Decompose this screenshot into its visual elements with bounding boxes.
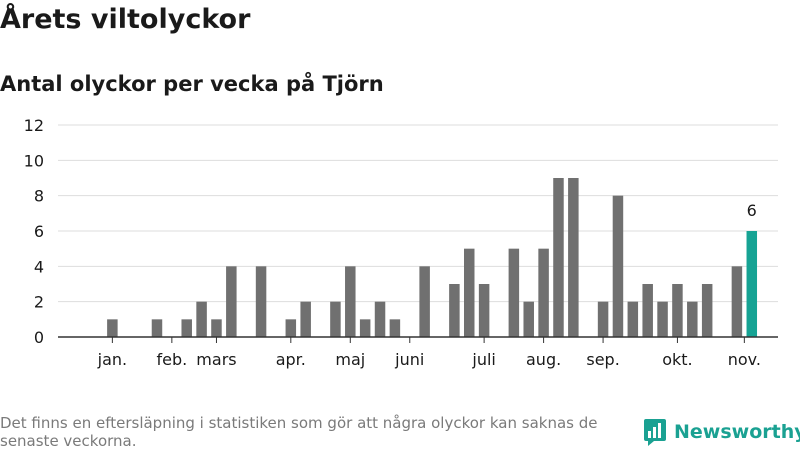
bar bbox=[687, 301, 698, 337]
bar bbox=[642, 284, 653, 337]
x-tick-label: nov. bbox=[728, 350, 761, 369]
x-tick-label: apr. bbox=[276, 350, 306, 369]
bar bbox=[359, 319, 371, 337]
bar bbox=[330, 301, 341, 337]
bar bbox=[657, 301, 668, 337]
bar bbox=[255, 266, 267, 337]
bar bbox=[672, 284, 683, 337]
x-tick-label: aug. bbox=[526, 350, 561, 369]
bar bbox=[508, 248, 520, 337]
bar bbox=[568, 178, 579, 337]
bar bbox=[701, 284, 713, 337]
x-tick-label: juli bbox=[471, 350, 495, 369]
bar bbox=[226, 266, 237, 337]
bar bbox=[731, 266, 743, 337]
x-tick-label: okt. bbox=[662, 350, 692, 369]
bar bbox=[597, 301, 609, 337]
brand-logo[interactable]: Newsworthy bbox=[643, 418, 800, 446]
data-label: 6 bbox=[747, 201, 757, 220]
bar bbox=[746, 231, 758, 337]
y-tick-label: 2 bbox=[34, 293, 44, 312]
bar-chart: 0 2 4 6 8 10 12 6 jan. feb. mars apr. maj juni juli aug… bbox=[24, 116, 778, 369]
y-tick-label: 10 bbox=[24, 151, 44, 170]
bar bbox=[345, 266, 356, 337]
x-tick-label: sep. bbox=[586, 350, 619, 369]
bar bbox=[374, 301, 386, 337]
bar bbox=[285, 319, 297, 337]
bar bbox=[107, 319, 118, 337]
bar bbox=[464, 248, 475, 337]
chart-subtitle: Antal olyckor per vecka på Tjörn bbox=[0, 72, 384, 96]
bar bbox=[181, 319, 192, 337]
bar bbox=[627, 301, 639, 337]
x-tick-label: jan. bbox=[97, 350, 127, 369]
brand-name: Newsworthy bbox=[674, 421, 800, 443]
y-tick-label: 12 bbox=[24, 116, 44, 135]
bar bbox=[538, 248, 549, 337]
bar bbox=[449, 284, 460, 337]
footnote: Det finns en eftersläpning i statistiken… bbox=[0, 414, 598, 450]
bar bbox=[211, 319, 222, 337]
bar bbox=[389, 319, 401, 337]
bar bbox=[300, 301, 311, 337]
x-tick-label: feb. bbox=[156, 350, 187, 369]
x-tick-label: maj bbox=[335, 350, 365, 369]
bar bbox=[553, 178, 564, 337]
bar bbox=[523, 301, 534, 337]
x-tick-label: mars bbox=[196, 350, 236, 369]
bar bbox=[478, 284, 490, 337]
y-tick-label: 4 bbox=[34, 257, 44, 276]
x-tick-label: juni bbox=[394, 350, 424, 369]
y-tick-label: 8 bbox=[34, 187, 44, 206]
newsworthy-chart-logo-icon bbox=[644, 419, 666, 446]
y-tick-label: 0 bbox=[34, 328, 44, 347]
page-title: Årets viltolyckor bbox=[0, 4, 251, 35]
bar bbox=[419, 266, 430, 337]
bar bbox=[151, 319, 163, 337]
bar bbox=[196, 301, 207, 337]
y-tick-label: 6 bbox=[34, 222, 44, 241]
bar bbox=[612, 195, 624, 337]
